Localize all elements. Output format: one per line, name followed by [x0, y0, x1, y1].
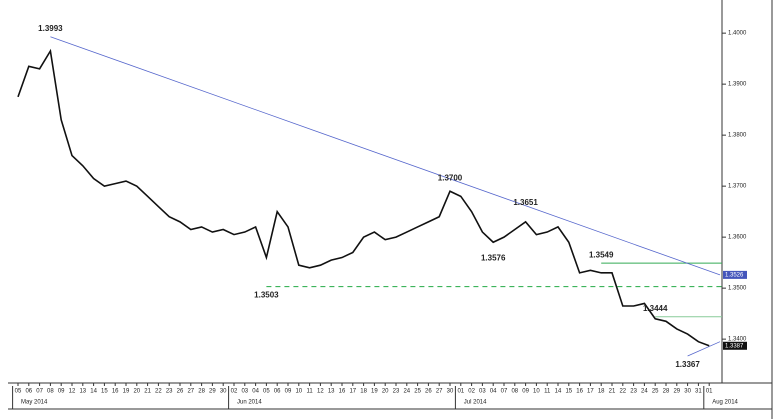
x-tick-label: 09 — [522, 389, 529, 395]
axis-marker-label: 1.3526 — [725, 272, 744, 278]
x-tick-label: 11 — [306, 389, 313, 395]
x-tick-label: 26 — [177, 389, 184, 395]
x-tick-label: 25 — [652, 389, 659, 395]
x-tick-label: 11 — [544, 389, 551, 395]
x-tick-label: 07 — [36, 389, 43, 395]
y-tick-label: 1.3900 — [728, 82, 747, 88]
x-tick-label: 10 — [533, 389, 540, 395]
annotation: 1.3503 — [254, 291, 279, 300]
x-tick-label: 25 — [414, 389, 421, 395]
x-tick-label: 16 — [339, 389, 346, 395]
x-tick-label: 21 — [609, 389, 616, 395]
annotation: 1.3993 — [38, 24, 63, 33]
x-tick-label: 18 — [598, 389, 605, 395]
annotation: 1.3576 — [481, 253, 506, 262]
x-tick-label: 19 — [123, 389, 130, 395]
x-tick-label: 02 — [468, 389, 475, 395]
axis-marker-box — [723, 341, 747, 350]
x-tick-label: 13 — [79, 389, 86, 395]
x-tick-label: 26 — [425, 389, 432, 395]
x-tick-label: 16 — [112, 389, 119, 395]
x-tick-label: 14 — [90, 389, 97, 395]
x-tick-label: 15 — [565, 389, 572, 395]
x-tick-label: 13 — [328, 389, 335, 395]
annotation: 1.3549 — [589, 250, 614, 259]
annotation: 1.3651 — [513, 198, 538, 207]
x-tick-label: 18 — [360, 389, 367, 395]
x-tick-label: 03 — [241, 389, 248, 395]
annotation: 1.3444 — [643, 304, 668, 313]
month-label: May 2014 — [21, 400, 48, 406]
axis-marker-box — [723, 270, 747, 279]
x-tick-label: 10 — [295, 389, 302, 395]
x-tick-label: 23 — [630, 389, 637, 395]
annotation: 1.3367 — [675, 360, 700, 369]
x-tick-label: 20 — [382, 389, 389, 395]
x-tick-label: 20 — [133, 389, 140, 395]
x-tick-label: 29 — [209, 389, 216, 395]
x-tick-label: 28 — [198, 389, 205, 395]
x-tick-label: 02 — [231, 389, 238, 395]
x-tick-label: 06 — [25, 389, 32, 395]
x-tick-label: 12 — [69, 389, 76, 395]
x-tick-label: 22 — [155, 389, 162, 395]
x-tick-label: 04 — [252, 389, 259, 395]
x-tick-label: 27 — [436, 389, 443, 395]
x-tick-label: 06 — [274, 389, 281, 395]
month-label: Jul 2014 — [464, 400, 487, 406]
y-tick-label: 1.3800 — [728, 133, 747, 139]
x-tick-label: 22 — [619, 389, 626, 395]
x-tick-label: 23 — [393, 389, 400, 395]
x-tick-label: 03 — [479, 389, 486, 395]
x-tick-label: 30 — [447, 389, 454, 395]
y-tick-label: 1.3400 — [728, 337, 747, 343]
price-line — [17, 48, 710, 347]
x-tick-label: 12 — [317, 389, 324, 395]
y-tick-label: 1.4000 — [728, 31, 747, 37]
x-tick-label: 24 — [403, 389, 410, 395]
month-label: Jun 2014 — [237, 400, 262, 406]
annotation: 1.3700 — [438, 173, 463, 182]
y-tick-label: 1.3600 — [728, 235, 747, 241]
x-tick-label: 17 — [587, 389, 594, 395]
x-tick-label: 17 — [349, 389, 356, 395]
axis-marker-label: 1.3387 — [725, 343, 744, 349]
x-tick-label: 15 — [101, 389, 108, 395]
x-tick-label: 24 — [641, 389, 648, 395]
x-tick-label: 30 — [684, 389, 691, 395]
trend-line — [687, 341, 721, 357]
x-tick-label: 09 — [58, 389, 65, 395]
x-tick-label: 23 — [166, 389, 173, 395]
x-tick-label: 21 — [144, 389, 151, 395]
x-tick-label: 08 — [511, 389, 518, 395]
x-tick-label: 28 — [663, 389, 670, 395]
month-label: Aug 2014 — [712, 400, 738, 406]
x-tick-label: 14 — [555, 389, 562, 395]
x-tick-label: 08 — [47, 389, 54, 395]
x-tick-label: 05 — [15, 389, 22, 395]
x-tick-label: 09 — [285, 389, 292, 395]
x-tick-label: 30 — [220, 389, 227, 395]
x-tick-label: 04 — [490, 389, 497, 395]
x-tick-label: 01 — [706, 389, 713, 395]
x-tick-label: 29 — [673, 389, 680, 395]
x-tick-label: 31 — [695, 389, 702, 395]
trend-line — [50, 36, 721, 276]
x-tick-label: 07 — [501, 389, 508, 395]
x-tick-label: 16 — [576, 389, 583, 395]
x-tick-label: 05 — [263, 389, 270, 395]
y-tick-label: 1.3700 — [728, 184, 747, 190]
y-tick-label: 1.3500 — [728, 286, 747, 292]
x-tick-label: 01 — [457, 389, 464, 395]
x-tick-label: 19 — [371, 389, 378, 395]
x-tick-label: 27 — [187, 389, 194, 395]
